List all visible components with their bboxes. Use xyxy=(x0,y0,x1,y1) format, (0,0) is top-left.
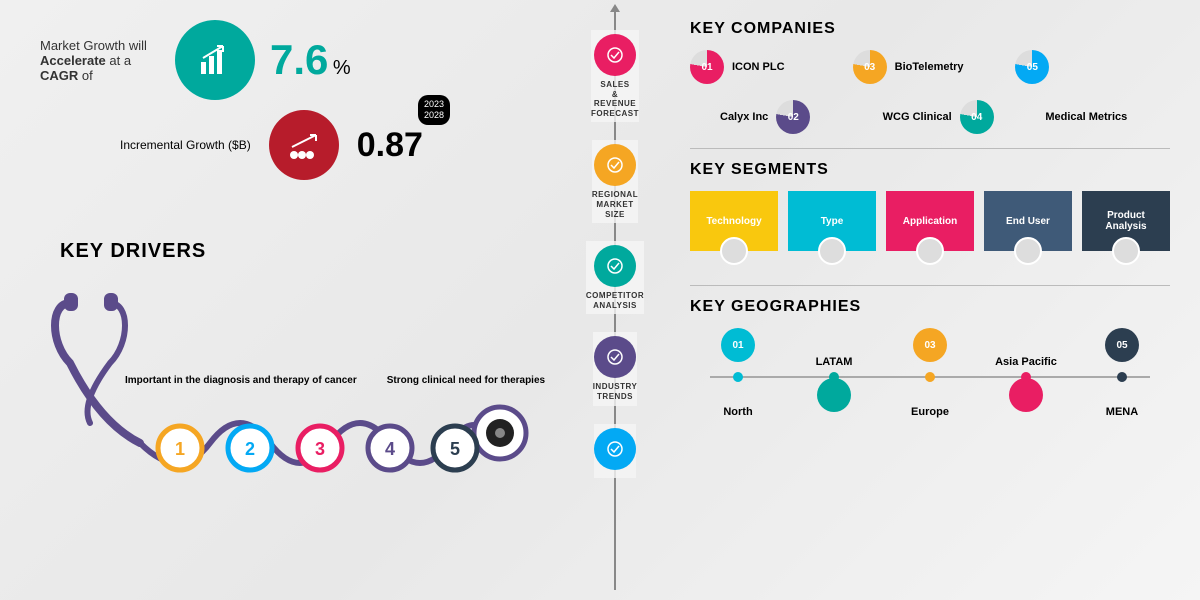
center-label: COMPETITORANALYSIS xyxy=(586,291,644,310)
geo-label: Europe xyxy=(911,406,949,418)
geo-item-2: 03 Europe xyxy=(890,328,970,428)
year-to: 2028 xyxy=(424,110,444,120)
company-name: WCG Clinical xyxy=(883,111,952,123)
company-name: Calyx Inc xyxy=(720,111,768,123)
geo-pin-icon xyxy=(817,378,851,420)
segment-1: Type xyxy=(788,191,876,251)
svg-text:2: 2 xyxy=(245,439,255,459)
percent-sign: % xyxy=(333,57,351,79)
company-1: BioTelemetry xyxy=(853,50,1008,84)
center-label: INDUSTRYTRENDS xyxy=(593,382,638,401)
center-column: SALES&REVENUEFORECAST REGIONALMARKETSIZE C… xyxy=(565,0,665,600)
percent-value: 7.6 xyxy=(270,36,328,83)
pin-icon xyxy=(594,336,636,378)
company-name: Medical Metrics xyxy=(1045,111,1127,123)
company-4: WCG Clinical xyxy=(883,100,1008,134)
key-drivers-title: KEY DRIVERS xyxy=(60,240,545,263)
segment-2: Application xyxy=(886,191,974,251)
geo-label: LATAM xyxy=(816,356,853,368)
svg-text:3: 3 xyxy=(315,439,325,459)
text: at a xyxy=(106,53,131,68)
geographies-block: 01 North LATAM 03 Europe Asia Pacific 05… xyxy=(690,328,1170,428)
svg-text:5: 5 xyxy=(450,439,460,459)
geo-item-0: 01 North xyxy=(698,328,778,428)
divider xyxy=(690,148,1170,149)
geo-pin-icon: 05 xyxy=(1105,328,1139,370)
company-5: Medical Metrics xyxy=(1045,100,1170,134)
money-growth-icon xyxy=(269,110,339,180)
incremental-block: 2023 2028 Incremental Growth ($B) 0.87 xyxy=(120,110,545,180)
center-label: REGIONALMARKETSIZE xyxy=(592,190,638,219)
pin-icon xyxy=(594,245,636,287)
stethoscope-graphic: 1 2 3 4 5 xyxy=(40,283,560,503)
companies-grid: ICON PLC BioTelemetry Calyx Inc WCG Clinica… xyxy=(690,50,1170,134)
geo-dot xyxy=(1117,372,1127,382)
geo-label: MENA xyxy=(1106,406,1138,418)
center-item-0: SALES&REVENUEFORECAST xyxy=(591,30,639,122)
company-name: ICON PLC xyxy=(732,61,785,73)
segments-row: TechnologyTypeApplicationEnd UserProduct… xyxy=(690,191,1170,251)
company-name: BioTelemetry xyxy=(895,61,964,73)
segment-3: End User xyxy=(984,191,1072,251)
text: Market Growth will xyxy=(40,38,147,53)
text: of xyxy=(78,68,92,83)
geo-pin-icon xyxy=(1009,378,1043,420)
center-item-3: INDUSTRYTRENDS xyxy=(593,332,638,405)
key-companies-title: KEY COMPANIES xyxy=(690,20,1170,38)
incremental-label: Incremental Growth ($B) xyxy=(120,138,251,152)
geo-label: Asia Pacific xyxy=(995,356,1057,368)
company-2 xyxy=(1015,50,1170,84)
donut-icon xyxy=(960,100,994,134)
svg-text:1: 1 xyxy=(175,439,185,459)
svg-text:4: 4 xyxy=(385,439,395,459)
geo-dot xyxy=(733,372,743,382)
text-bold: CAGR xyxy=(40,68,78,83)
donut-icon xyxy=(853,50,887,84)
donut-icon xyxy=(690,50,724,84)
center-item-2: COMPETITORANALYSIS xyxy=(586,241,644,314)
key-geographies-title: KEY GEOGRAPHIES xyxy=(690,298,1170,316)
geo-item-4: 05 MENA xyxy=(1082,328,1162,428)
cagr-value: 7.6 % xyxy=(270,36,351,84)
driver-texts: Important in the diagnosis and therapy o… xyxy=(125,375,545,386)
company-0: ICON PLC xyxy=(690,50,845,84)
company-3: Calyx Inc xyxy=(720,100,845,134)
cagr-block: Market Growth will Accelerate at a CAGR … xyxy=(40,20,545,100)
center-item-4 xyxy=(594,424,636,478)
left-column: Market Growth will Accelerate at a CAGR … xyxy=(0,0,565,600)
key-segments-title: KEY SEGMENTS xyxy=(690,161,1170,179)
driver-text-1: Important in the diagnosis and therapy o… xyxy=(125,375,357,386)
year-badge: 2023 2028 xyxy=(418,95,450,125)
geo-dot xyxy=(925,372,935,382)
geo-item-1: LATAM xyxy=(794,328,874,428)
geo-dot xyxy=(1021,372,1031,382)
divider xyxy=(690,285,1170,286)
segment-4: Product Analysis xyxy=(1082,191,1170,251)
cagr-text: Market Growth will Accelerate at a CAGR … xyxy=(40,38,160,83)
geo-label: North xyxy=(723,406,752,418)
right-column: KEY COMPANIES ICON PLC BioTelemetry Calyx … xyxy=(680,0,1190,600)
driver-text-2: Strong clinical need for therapies xyxy=(387,375,545,386)
geo-pin-icon: 01 xyxy=(721,328,755,370)
center-item-1: REGIONALMARKETSIZE xyxy=(592,140,638,223)
text-bold: Accelerate xyxy=(40,53,106,68)
pin-icon xyxy=(594,34,636,76)
chart-growth-icon xyxy=(175,20,255,100)
pin-icon xyxy=(594,144,636,186)
center-label: SALES&REVENUEFORECAST xyxy=(591,80,639,118)
pin-icon xyxy=(594,428,636,470)
segment-0: Technology xyxy=(690,191,778,251)
donut-icon xyxy=(776,100,810,134)
geo-item-3: Asia Pacific xyxy=(986,328,1066,428)
geo-items: 01 North LATAM 03 Europe Asia Pacific 05… xyxy=(690,328,1170,428)
geo-pin-icon: 03 xyxy=(913,328,947,370)
incremental-value: 0.87 xyxy=(357,126,423,165)
year-from: 2023 xyxy=(424,99,444,109)
geo-dot xyxy=(829,372,839,382)
donut-icon xyxy=(1015,50,1049,84)
